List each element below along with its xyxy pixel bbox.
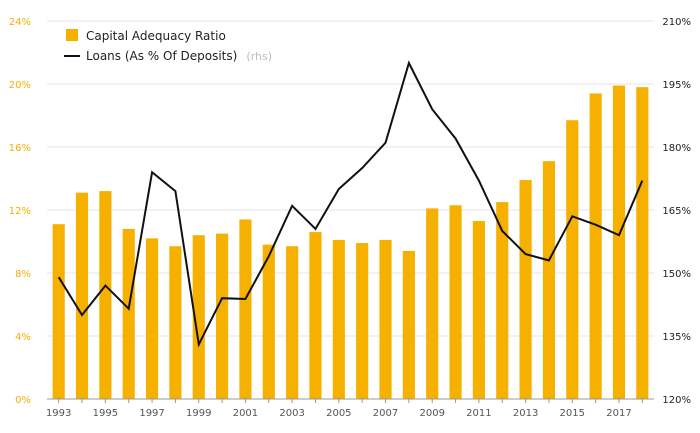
bar-2011: [472, 221, 485, 399]
axes: 0% 120% 4% 135% 8% 150% 12% 165% 16% 180% 20% 195% 2…: [9, 17, 691, 419]
y-left-tick-label: 20%: [9, 80, 31, 91]
bar-series-capital-adequacy: [52, 85, 649, 400]
x-tick-label: 2011: [466, 408, 491, 419]
bar-2013: [519, 180, 532, 399]
y-left-tick-label: 0%: [15, 395, 31, 406]
x-tick-label: 2017: [606, 408, 631, 419]
bar-1995: [99, 191, 112, 399]
x-tick-label: 2013: [513, 408, 538, 419]
x-tick-label: 2007: [373, 408, 398, 419]
bar-2006: [356, 243, 369, 399]
y-left-tick-label: 24%: [9, 17, 31, 28]
legend-label-loans: Loans (As % Of Deposits) (rhs): [86, 45, 272, 64]
y-right-tick-label: 180%: [662, 143, 691, 154]
bar-2014: [542, 161, 556, 399]
legend-label-loans-text: Loans (As % Of Deposits): [86, 49, 237, 63]
y-left-tick-label: 8%: [15, 269, 31, 280]
bar-2018: [636, 87, 649, 400]
legend-label-capital-adequacy: Capital Adequacy Ratio: [86, 29, 226, 43]
y-right-tick-label: 165%: [662, 206, 691, 217]
y-right-tick-label: 150%: [662, 269, 691, 280]
bar-2007: [379, 239, 392, 399]
bar-2002: [262, 244, 275, 399]
bar-2008: [402, 250, 415, 399]
bar-2004: [309, 232, 322, 399]
x-tick-label: 1999: [186, 408, 211, 419]
bar-2005: [332, 239, 345, 399]
loans-line: [57, 60, 644, 348]
x-tick-label: 1993: [46, 408, 71, 419]
y-right-tick-label: 135%: [662, 332, 691, 343]
legend: Capital Adequacy Ratio Loans (As % Of De…: [64, 29, 272, 64]
bar-1993: [52, 224, 65, 399]
y-left-tick-label: 4%: [15, 332, 31, 343]
bar-2012: [496, 202, 509, 399]
legend-swatch-capital-adequacy: [66, 29, 78, 41]
bar-2010: [449, 205, 462, 399]
bar-2003: [286, 246, 299, 399]
bar-2017: [612, 85, 626, 399]
bar-1997: [145, 238, 159, 399]
y-right-tick-label: 210%: [662, 17, 691, 28]
bar-2001: [239, 219, 252, 399]
y-right-tick-label: 195%: [662, 80, 691, 91]
x-tick-label: 2003: [279, 408, 304, 419]
y-right-tick-label: 120%: [662, 395, 691, 406]
bar-1998: [169, 246, 182, 399]
line-series-loans-deposits: [57, 60, 644, 348]
x-tick-label: 1995: [93, 408, 118, 419]
legend-label-loans-note: (rhs): [246, 50, 272, 63]
x-tick-label: 2001: [233, 408, 258, 419]
x-tick-label: 2009: [419, 408, 444, 419]
y-left-tick-label: 16%: [9, 143, 31, 154]
y-left-tick-label: 12%: [9, 206, 31, 217]
bar-2016: [589, 93, 602, 399]
bar-2015: [566, 120, 579, 399]
bar-2009: [426, 208, 439, 399]
bar-1999: [192, 235, 205, 399]
x-tick-label: 2015: [560, 408, 585, 419]
bar-1996: [122, 228, 135, 399]
bar-2000: [216, 233, 229, 399]
x-tick-label: 1997: [139, 408, 164, 419]
bar-1994: [75, 192, 89, 399]
x-tick-label: 2005: [326, 408, 351, 419]
